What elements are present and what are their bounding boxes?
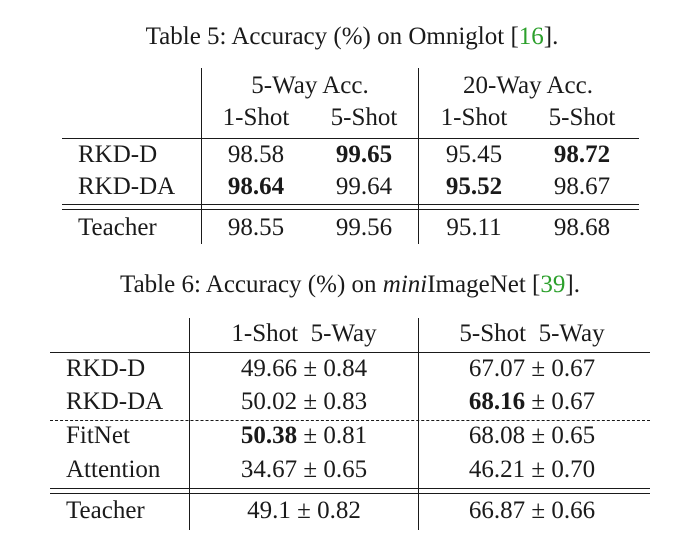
table5-header-rule: [62, 138, 639, 140]
table5-row-name: Teacher: [78, 214, 157, 241]
table5-row-name: RKD-D: [78, 141, 158, 168]
table5-subheader: 1-Shot: [222, 104, 290, 131]
table6-cell: 68.08 ± 0.65: [468, 422, 596, 449]
table6-cell: 49.66 ± 0.84: [240, 355, 368, 382]
table6-header-rule: [50, 352, 650, 354]
table6-double-rule-top: [50, 488, 650, 490]
table5-vertical-rule: [418, 68, 420, 244]
table5-cell: 98.67: [553, 173, 611, 200]
table5-vertical-rule: [201, 68, 203, 244]
table6-cell: 34.67 ± 0.65: [240, 456, 368, 483]
table6-double-rule-bottom: [50, 493, 650, 495]
table6-cell: 46.21 ± 0.70: [468, 456, 596, 483]
table5-double-rule-bottom: [62, 209, 639, 211]
table6-cell: 50.02 ± 0.83: [240, 388, 368, 415]
table5-group-header-20way: 20-Way Acc.: [463, 72, 593, 99]
table5-subheader: 1-Shot: [440, 104, 508, 131]
table5-cell-best: 98.64: [227, 173, 285, 200]
table6-vertical-rule: [189, 318, 191, 530]
table5-cell: 99.64: [335, 173, 393, 200]
table6-row-name: RKD-D: [66, 355, 146, 382]
table6-cell: 49.1 ± 0.82: [247, 497, 361, 524]
table5-cell-best: 99.65: [335, 141, 393, 168]
table6-header: 1-Shot 5-Way: [231, 320, 377, 347]
table5-double-rule-top: [62, 204, 639, 206]
table5-cell: 95.11: [446, 214, 502, 241]
table6-caption: Table 6: Accuracy (%) on miniImageNet [3…: [120, 271, 580, 298]
table6-row-name: Attention: [66, 456, 161, 483]
table5-citation[interactable]: 16: [518, 23, 544, 50]
table5-cell: 98.55: [227, 214, 285, 241]
table6-cell-best: 50.38 ± 0.81: [240, 422, 368, 449]
table5-cell-best: 95.52: [445, 173, 503, 200]
table6-citation[interactable]: 39: [540, 271, 566, 298]
table5-cell: 98.58: [227, 141, 285, 168]
table5-subheader: 5-Shot: [548, 104, 616, 131]
table5-cell: 99.56: [335, 214, 393, 241]
table6-row-name: Teacher: [66, 497, 145, 524]
table6-row-name: FitNet: [66, 422, 130, 449]
table6-cell: 67.07 ± 0.67: [468, 355, 596, 382]
table5-cell: 95.45: [445, 141, 503, 168]
table6-cell: 66.87 ± 0.66: [468, 497, 596, 524]
table6-header: 5-Shot 5-Way: [459, 320, 605, 347]
table6-dashed-rule: [50, 420, 650, 421]
table6-vertical-rule: [418, 318, 420, 530]
table5-subheader: 5-Shot: [330, 104, 398, 131]
table5-cell-best: 98.72: [553, 141, 611, 168]
table5-row-name: RKD-DA: [78, 173, 176, 200]
table5-cell: 98.68: [553, 214, 611, 241]
table6-row-name: RKD-DA: [66, 388, 164, 415]
table6-cell-best: 68.16 ± 0.67: [468, 388, 596, 415]
table5-caption: Table 5: Accuracy (%) on Omniglot [16].: [145, 23, 559, 50]
table5-group-header-5way: 5-Way Acc.: [251, 72, 369, 99]
